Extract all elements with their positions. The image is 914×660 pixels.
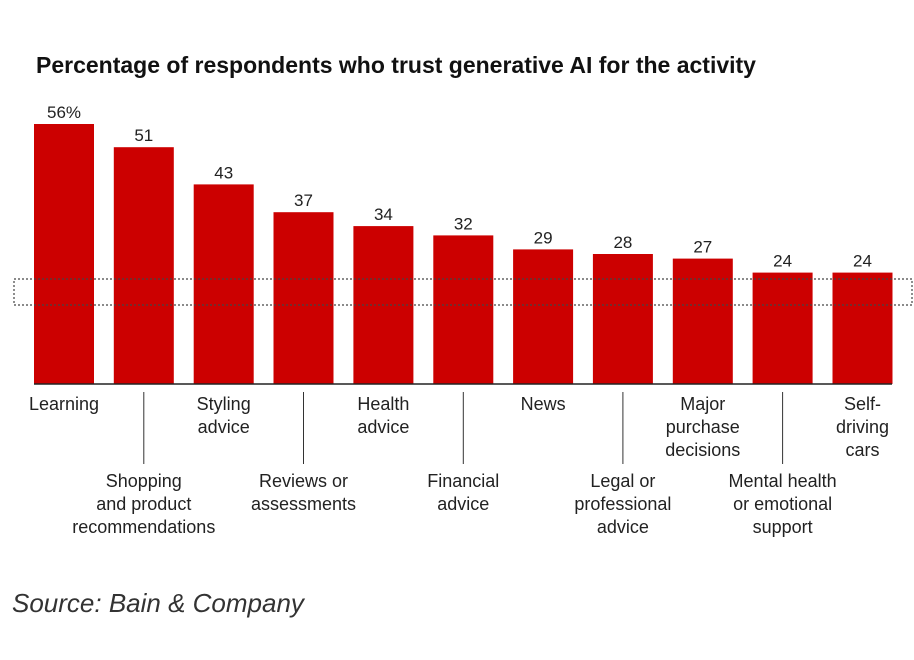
- value-labels-layer: 56% 51 43 37 34 32 29 28 27 24 24: [47, 103, 872, 271]
- category-label: Self-driving cars: [836, 394, 889, 460]
- category-label: Learning: [29, 394, 99, 414]
- bar-1: [34, 124, 94, 384]
- bar-chart: 56% 51 43 37 34 32 29 28 27 24 24 Learning Shopping…: [13, 103, 913, 537]
- bar-11: [832, 272, 893, 384]
- category-label: News: [521, 394, 566, 414]
- bar-8: [592, 254, 653, 384]
- bar-4: [273, 212, 334, 384]
- bar-7: [513, 249, 574, 384]
- bar-value-label: 56%: [47, 103, 81, 122]
- bar-value-label: 51: [134, 126, 153, 145]
- bar-value-label: 34: [374, 205, 393, 224]
- source-caption: Source: Bain & Company: [12, 588, 304, 618]
- category-label: Major purchase decisions: [665, 394, 740, 460]
- category-label: Financial advice: [427, 471, 499, 514]
- bar-9: [672, 258, 733, 384]
- category-label: Mental health or emotional support: [729, 471, 837, 537]
- category-label: Health advice: [357, 394, 409, 437]
- category-labels-layer: Learning Shopping and product recommendatio…: [29, 392, 889, 537]
- category-label: Styling advice: [197, 394, 251, 437]
- bar-10: [752, 272, 813, 384]
- chart-title: Percentage of respondents who trust gene…: [36, 52, 756, 78]
- bar-value-label: 37: [294, 191, 313, 210]
- bar-value-label: 24: [853, 252, 872, 271]
- bar-value-label: 29: [534, 228, 553, 247]
- bar-6: [433, 235, 494, 384]
- bar-value-label: 28: [613, 233, 632, 252]
- bar-value-label: 27: [693, 238, 712, 257]
- category-label: Reviews or assessments: [251, 471, 356, 514]
- selection-marquee: [13, 278, 913, 306]
- bars-layer: [34, 124, 893, 384]
- bar-2: [113, 147, 174, 384]
- bar-value-label: 43: [214, 163, 233, 182]
- category-label: Legal or professional advice: [574, 471, 671, 537]
- category-label: Shopping and product recommendations: [72, 471, 215, 537]
- bar-3: [193, 184, 254, 384]
- chart-panel: Percentage of respondents who trust gene…: [13, 52, 913, 537]
- bar-value-label: 24: [773, 252, 792, 271]
- bar-value-label: 32: [454, 214, 473, 233]
